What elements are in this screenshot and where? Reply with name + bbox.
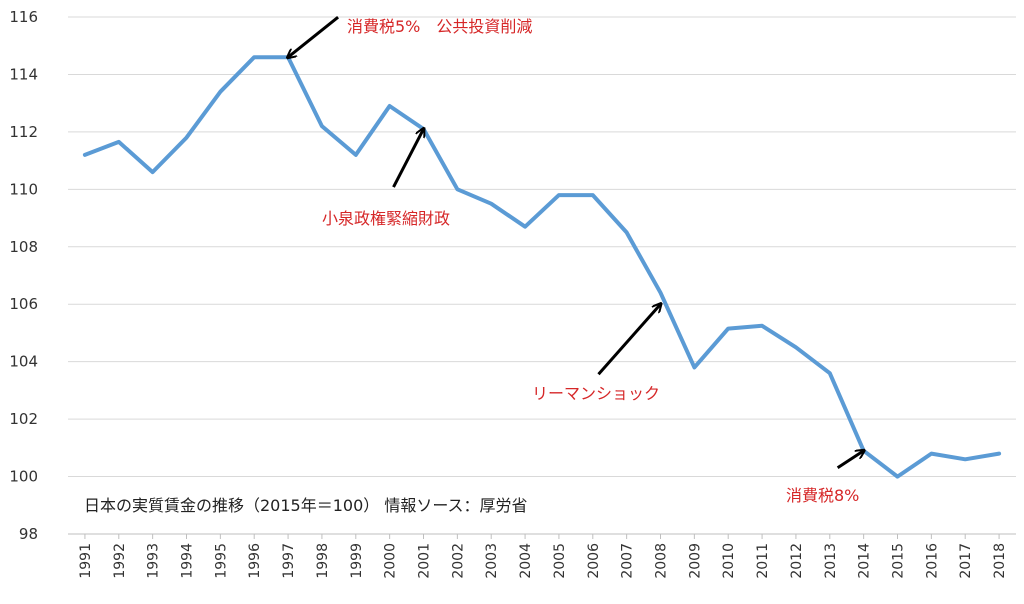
y-tick-label: 98 (19, 525, 38, 543)
y-tick-label: 102 (9, 410, 38, 428)
x-tick-label: 1999 (349, 543, 365, 579)
y-tick-label: 114 (9, 65, 38, 83)
x-tick-label: 2008 (654, 543, 670, 579)
series-line (82, 55, 1002, 479)
annotation-consumption-tax-5: 消費税5% 公共投資削減 (347, 17, 532, 36)
x-tick-label: 2005 (552, 543, 568, 579)
x-tick-label: 2006 (586, 543, 602, 579)
x-tick-label: 1997 (281, 543, 297, 579)
x-tick-label: 2009 (687, 543, 703, 579)
x-tick-label: 1991 (78, 543, 94, 579)
x-tick-label: 2011 (755, 543, 771, 579)
annotation-arrows (288, 16, 864, 469)
annotation-arrow (392, 129, 424, 188)
x-tick-label: 2016 (924, 543, 940, 579)
x-tick-label: 2012 (789, 543, 805, 579)
x-tick-label: 1992 (112, 543, 128, 579)
chart-caption: 日本の実質賃金の推移（2015年＝100） 情報ソース：厚労省 (84, 496, 528, 515)
x-tick-label: 2007 (620, 543, 636, 579)
y-tick-label: 110 (9, 180, 38, 198)
annotation-arrow (836, 451, 864, 469)
annotation-koizumi-austerity: 小泉政権緊縮財政 (322, 209, 450, 228)
annotation-arrow (597, 304, 661, 376)
x-tick-label: 1994 (180, 543, 196, 579)
x-tick-label: 2018 (992, 543, 1008, 579)
y-tick-label: 104 (9, 353, 38, 371)
y-tick-label: 112 (9, 123, 38, 141)
x-tick-label: 2001 (417, 543, 433, 579)
x-axis: 1991 1992 1993 1994 1995 1996 1997 1998 1999 2000… (78, 534, 1008, 579)
x-tick-label: 1996 (247, 543, 263, 579)
y-axis: 98 100 102 104 106 108 110 112 114 116 (9, 8, 38, 543)
x-tick-label: 1995 (213, 543, 229, 579)
x-tick-label: 2003 (484, 543, 500, 579)
x-tick-label: 2017 (958, 543, 974, 579)
x-tick-label: 2014 (857, 543, 873, 579)
x-tick-label: 2015 (891, 543, 907, 579)
x-tick-label: 2010 (721, 543, 737, 579)
gridlines (68, 16, 1016, 535)
x-tick-label: 2013 (823, 543, 839, 579)
x-tick-label: 2002 (450, 543, 466, 579)
y-tick-label: 100 (9, 468, 38, 486)
x-tick-label: 1993 (146, 543, 162, 579)
annotation-lehman-shock: リーマンショック (532, 384, 660, 403)
x-tick-label: 1998 (315, 543, 331, 579)
x-tick-label: 2000 (383, 543, 399, 579)
annotations: 消費税5% 公共投資削減 小泉政権緊縮財政 リーマンショック 消費税8% (322, 17, 859, 505)
y-tick-label: 116 (9, 8, 38, 26)
y-tick-label: 106 (9, 295, 38, 313)
annotation-arrow (288, 16, 340, 57)
y-tick-label: 108 (9, 238, 38, 256)
annotation-consumption-tax-8: 消費税8% (786, 486, 859, 505)
x-tick-label: 2004 (518, 543, 534, 579)
